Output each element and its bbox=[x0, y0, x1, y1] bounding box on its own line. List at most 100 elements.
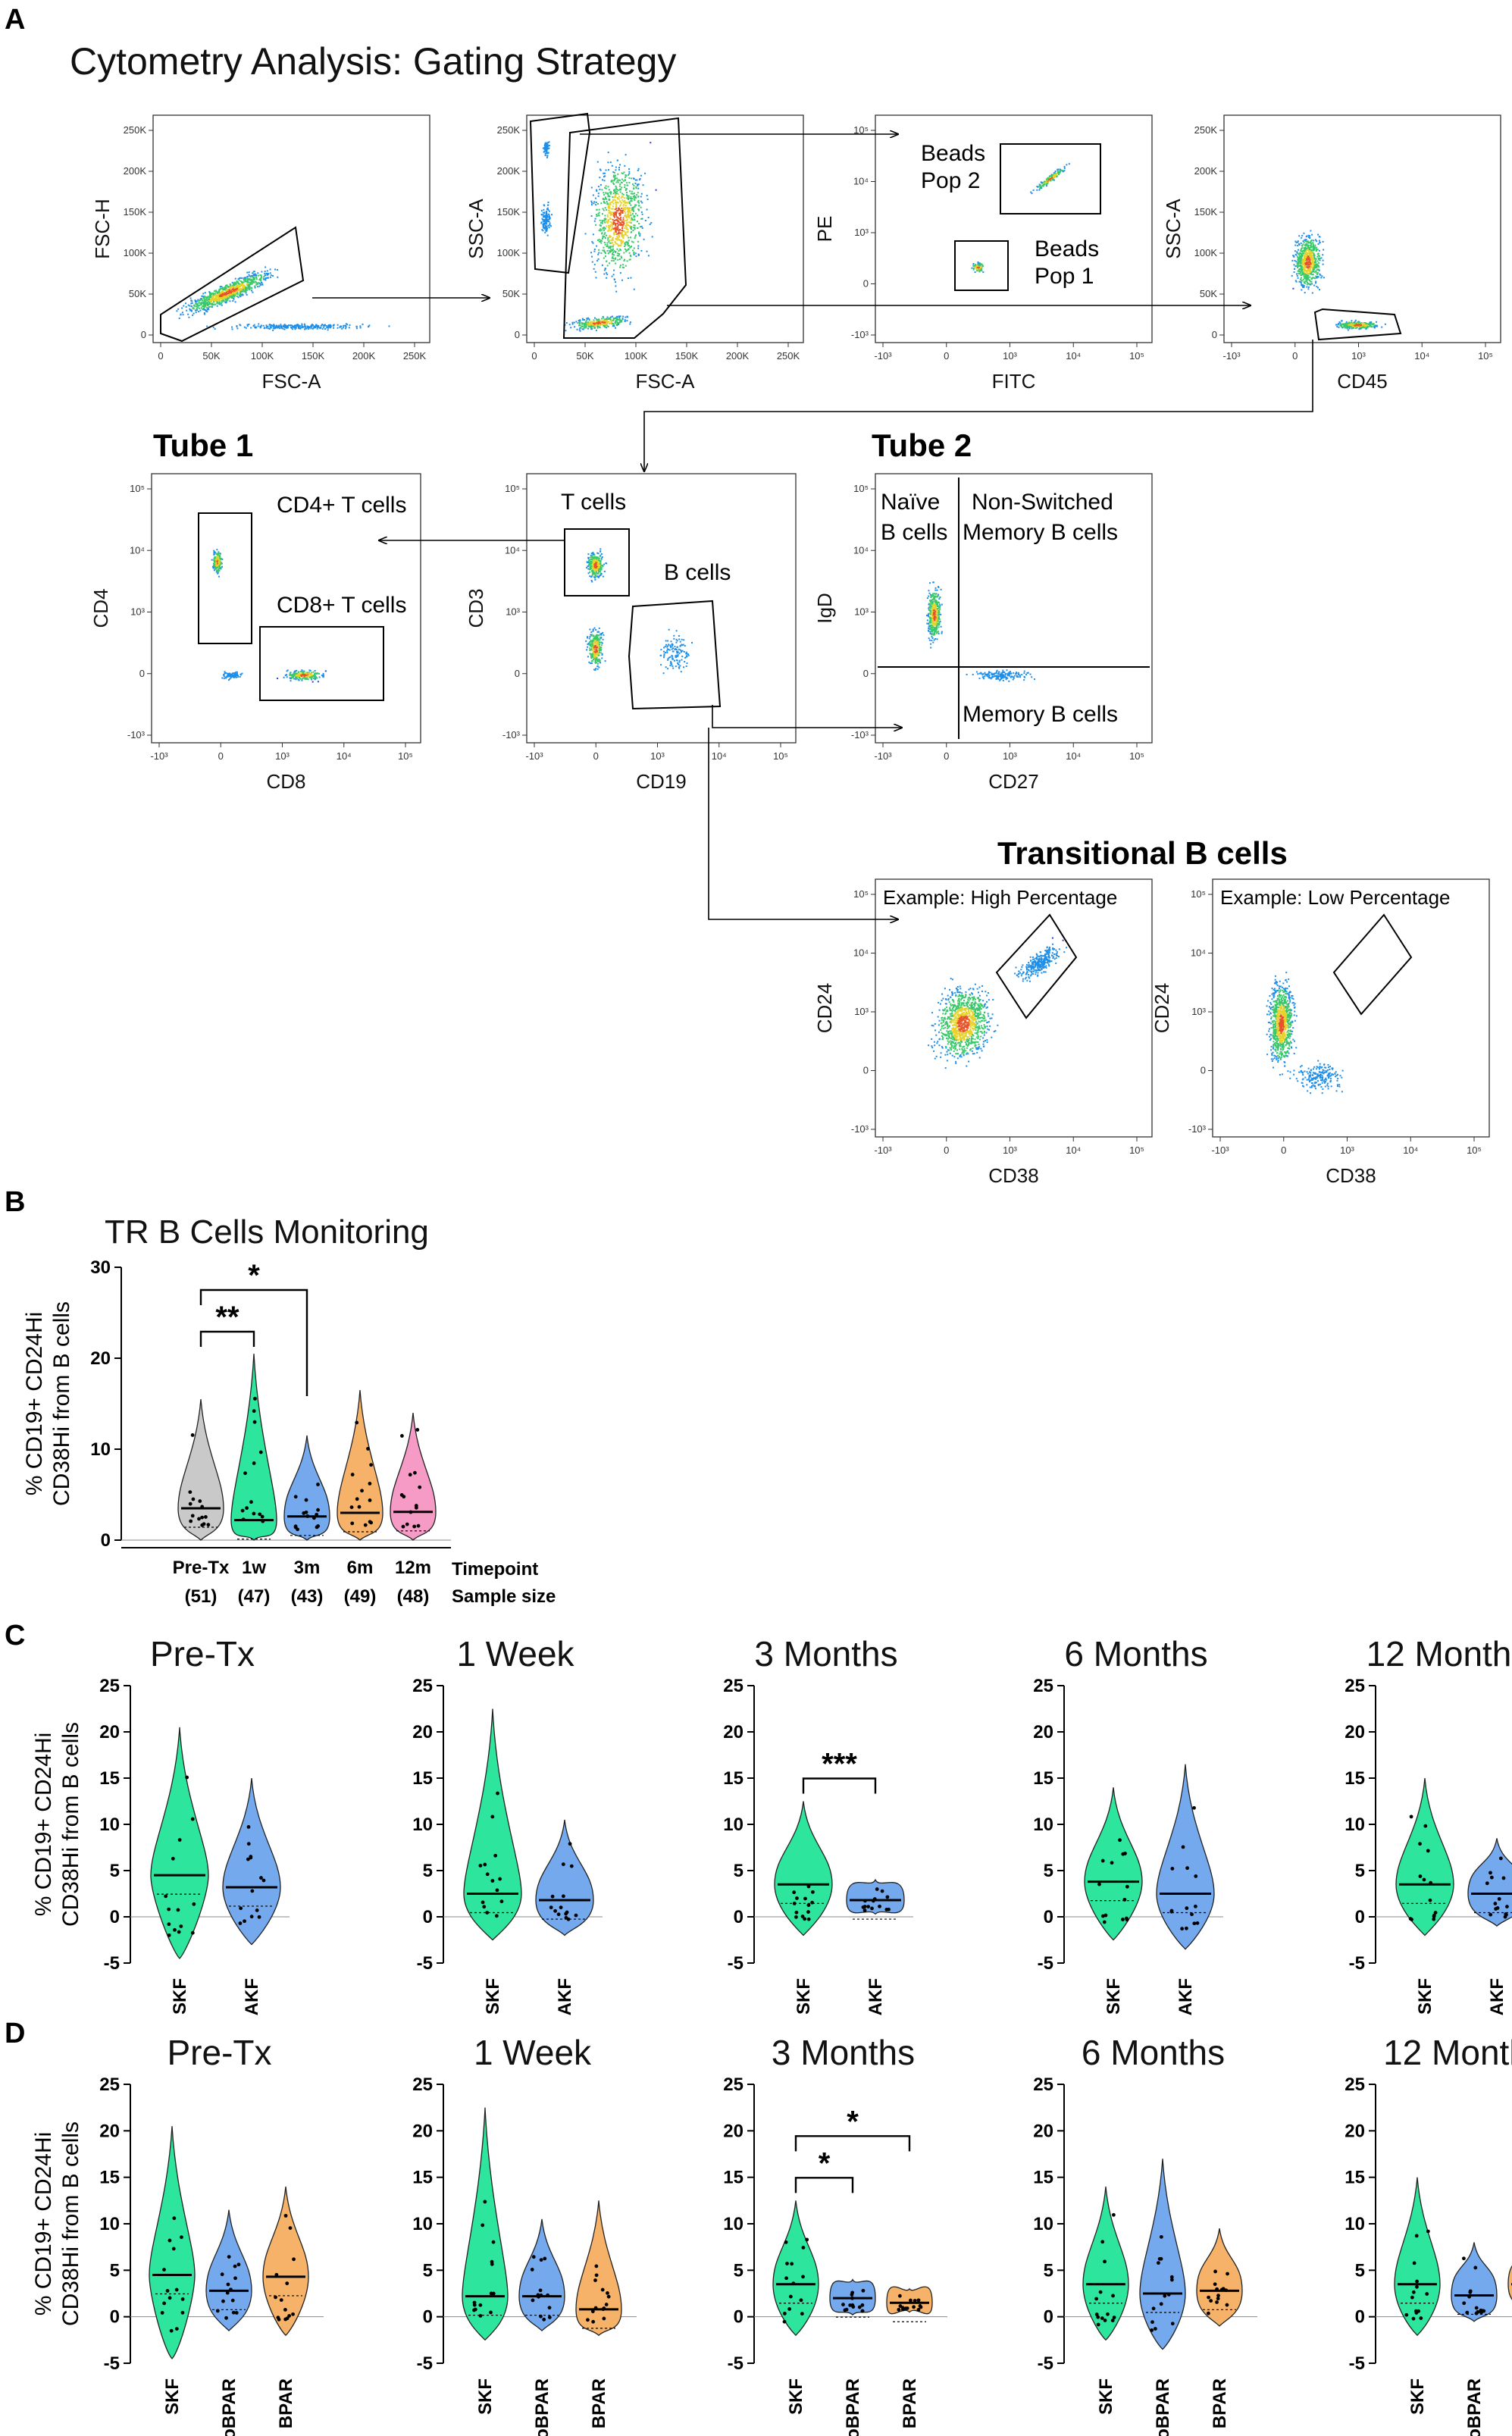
dot bbox=[277, 325, 280, 327]
dot bbox=[204, 309, 206, 311]
dot bbox=[1294, 280, 1297, 282]
x-tick-label: 100K bbox=[251, 350, 274, 362]
dot bbox=[283, 324, 286, 326]
dot bbox=[255, 276, 257, 278]
dot bbox=[613, 189, 615, 192]
dot bbox=[611, 323, 613, 324]
dot bbox=[617, 252, 619, 255]
dot bbox=[1313, 263, 1316, 265]
dot bbox=[582, 328, 584, 330]
dot bbox=[607, 207, 609, 209]
dot bbox=[229, 293, 231, 296]
dot bbox=[310, 678, 312, 680]
dot bbox=[592, 571, 594, 574]
dot bbox=[543, 204, 545, 206]
dot bbox=[278, 325, 280, 327]
dot bbox=[1316, 249, 1319, 251]
dot bbox=[621, 172, 623, 174]
dot bbox=[1310, 246, 1312, 249]
dot bbox=[543, 223, 546, 225]
dot bbox=[599, 571, 601, 573]
dot bbox=[318, 676, 321, 678]
dot bbox=[219, 567, 221, 569]
dot bbox=[603, 321, 604, 324]
dot bbox=[591, 572, 593, 575]
dot bbox=[616, 255, 618, 257]
dot bbox=[599, 169, 602, 171]
y-tick-label: 0 bbox=[863, 668, 869, 679]
dot bbox=[298, 671, 300, 673]
dot bbox=[280, 326, 282, 328]
dot bbox=[1057, 174, 1060, 175]
dot bbox=[221, 297, 223, 299]
dot bbox=[307, 674, 309, 676]
dot bbox=[1316, 286, 1318, 288]
dot bbox=[235, 289, 237, 291]
dot bbox=[221, 288, 223, 290]
dot bbox=[1355, 322, 1357, 324]
dot bbox=[585, 324, 587, 326]
dot bbox=[200, 303, 202, 305]
dot bbox=[599, 567, 602, 569]
x-tick-label: 100K bbox=[625, 350, 648, 362]
dot bbox=[614, 227, 616, 229]
dot bbox=[596, 559, 598, 562]
dot bbox=[255, 283, 258, 286]
dot bbox=[547, 152, 549, 154]
dot bbox=[607, 161, 609, 164]
dot bbox=[594, 565, 596, 568]
dot bbox=[621, 242, 623, 244]
x-tick-label: 150K bbox=[675, 350, 699, 362]
dot bbox=[302, 677, 305, 679]
dot bbox=[214, 551, 216, 553]
dot bbox=[637, 192, 639, 194]
dot bbox=[296, 675, 299, 677]
dot bbox=[641, 202, 643, 204]
dot bbox=[599, 574, 602, 576]
dot bbox=[195, 309, 196, 312]
dot bbox=[615, 208, 617, 210]
dot bbox=[202, 305, 205, 307]
dot bbox=[596, 324, 599, 326]
dot bbox=[593, 556, 596, 558]
dot bbox=[604, 318, 606, 321]
dot bbox=[218, 564, 220, 565]
dot bbox=[1304, 240, 1307, 243]
dot bbox=[1036, 189, 1038, 191]
dot bbox=[1301, 255, 1303, 257]
dot bbox=[596, 561, 599, 563]
dot bbox=[591, 202, 593, 204]
dot bbox=[590, 580, 593, 581]
dot bbox=[1307, 278, 1308, 280]
dot bbox=[1310, 273, 1312, 275]
dot bbox=[189, 308, 192, 311]
dot bbox=[637, 183, 640, 186]
dot bbox=[1306, 280, 1308, 282]
dot bbox=[1366, 324, 1368, 326]
dot bbox=[1303, 232, 1305, 234]
dot bbox=[621, 233, 624, 236]
dot bbox=[621, 199, 624, 201]
dot bbox=[243, 278, 245, 280]
dot bbox=[979, 268, 981, 270]
dot bbox=[272, 274, 274, 277]
dot bbox=[590, 204, 593, 206]
dot bbox=[612, 212, 615, 214]
dot bbox=[214, 299, 215, 302]
dot bbox=[1300, 259, 1301, 261]
dot bbox=[197, 302, 199, 305]
dot bbox=[1375, 325, 1376, 327]
dot bbox=[348, 327, 350, 329]
dot bbox=[214, 559, 216, 562]
dot bbox=[602, 631, 604, 634]
dot bbox=[1301, 261, 1303, 263]
dot bbox=[1047, 177, 1049, 180]
dot bbox=[608, 230, 610, 232]
dot bbox=[224, 288, 226, 290]
dot bbox=[600, 648, 603, 650]
dot bbox=[627, 241, 629, 243]
dot bbox=[202, 299, 204, 302]
dot bbox=[1057, 170, 1059, 172]
dot bbox=[333, 327, 334, 329]
dot bbox=[239, 290, 241, 293]
